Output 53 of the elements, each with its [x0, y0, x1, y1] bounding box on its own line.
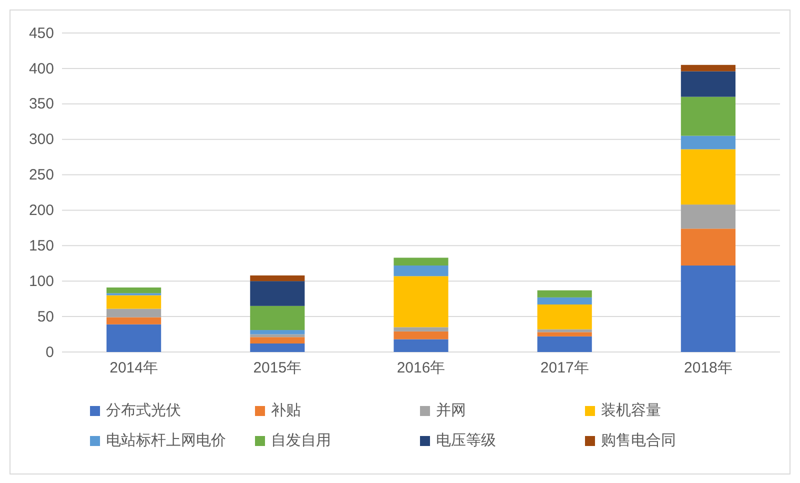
bar — [106, 295, 162, 309]
y-tick-label: 450 — [28, 24, 54, 42]
bar — [537, 332, 592, 336]
bar — [106, 324, 162, 352]
bar — [680, 71, 736, 97]
bar — [106, 308, 162, 318]
bar — [680, 149, 736, 205]
bar — [394, 276, 448, 328]
bar — [680, 96, 736, 136]
bar — [250, 306, 305, 330]
bar — [394, 331, 448, 340]
y-tick-label: 100 — [28, 272, 54, 290]
bar — [106, 317, 162, 324]
y-tick-label: 250 — [28, 166, 54, 184]
bar — [394, 258, 448, 266]
bar — [250, 330, 305, 334]
y-tick-label: 50 — [37, 308, 54, 326]
legend-label: 电站标杆上网电价 — [106, 431, 226, 449]
bar — [537, 304, 592, 330]
bar — [394, 339, 448, 352]
x-tick-label: 2015年 — [253, 360, 302, 377]
bar — [680, 64, 736, 72]
y-tick-label: 350 — [28, 96, 54, 113]
y-tick-label: 200 — [28, 202, 54, 220]
legend-label: 装机容量 — [601, 401, 661, 419]
y-tick-label: 0 — [46, 344, 54, 361]
legend-label: 分布式光伏 — [106, 401, 181, 419]
bar — [106, 287, 162, 294]
x-tick-label: 2016年 — [396, 360, 446, 377]
x-tick-label: 2014年 — [110, 360, 158, 377]
bar — [680, 228, 736, 266]
bar — [250, 337, 305, 344]
y-tick-label: 400 — [28, 60, 54, 78]
legend-label: 购售电合同 — [601, 431, 676, 449]
legend-label: 并网 — [436, 401, 466, 419]
bar — [250, 343, 305, 352]
y-tick-label: 300 — [28, 131, 54, 148]
bar — [680, 136, 736, 150]
bar — [537, 297, 592, 305]
legend-label: 电压等级 — [436, 431, 496, 449]
bar — [537, 336, 592, 352]
bar — [250, 281, 305, 306]
legend-label: 自发自用 — [271, 431, 331, 449]
bar — [680, 266, 736, 352]
bar — [537, 290, 592, 298]
legend-label: 补贴 — [271, 401, 301, 419]
x-tick-label: 2018年 — [684, 360, 732, 377]
bar — [680, 204, 736, 229]
bar — [250, 275, 305, 282]
x-tick-label: 2017年 — [540, 360, 589, 377]
bar — [394, 327, 448, 332]
y-tick-label: 150 — [28, 237, 54, 254]
bar — [394, 266, 448, 276]
